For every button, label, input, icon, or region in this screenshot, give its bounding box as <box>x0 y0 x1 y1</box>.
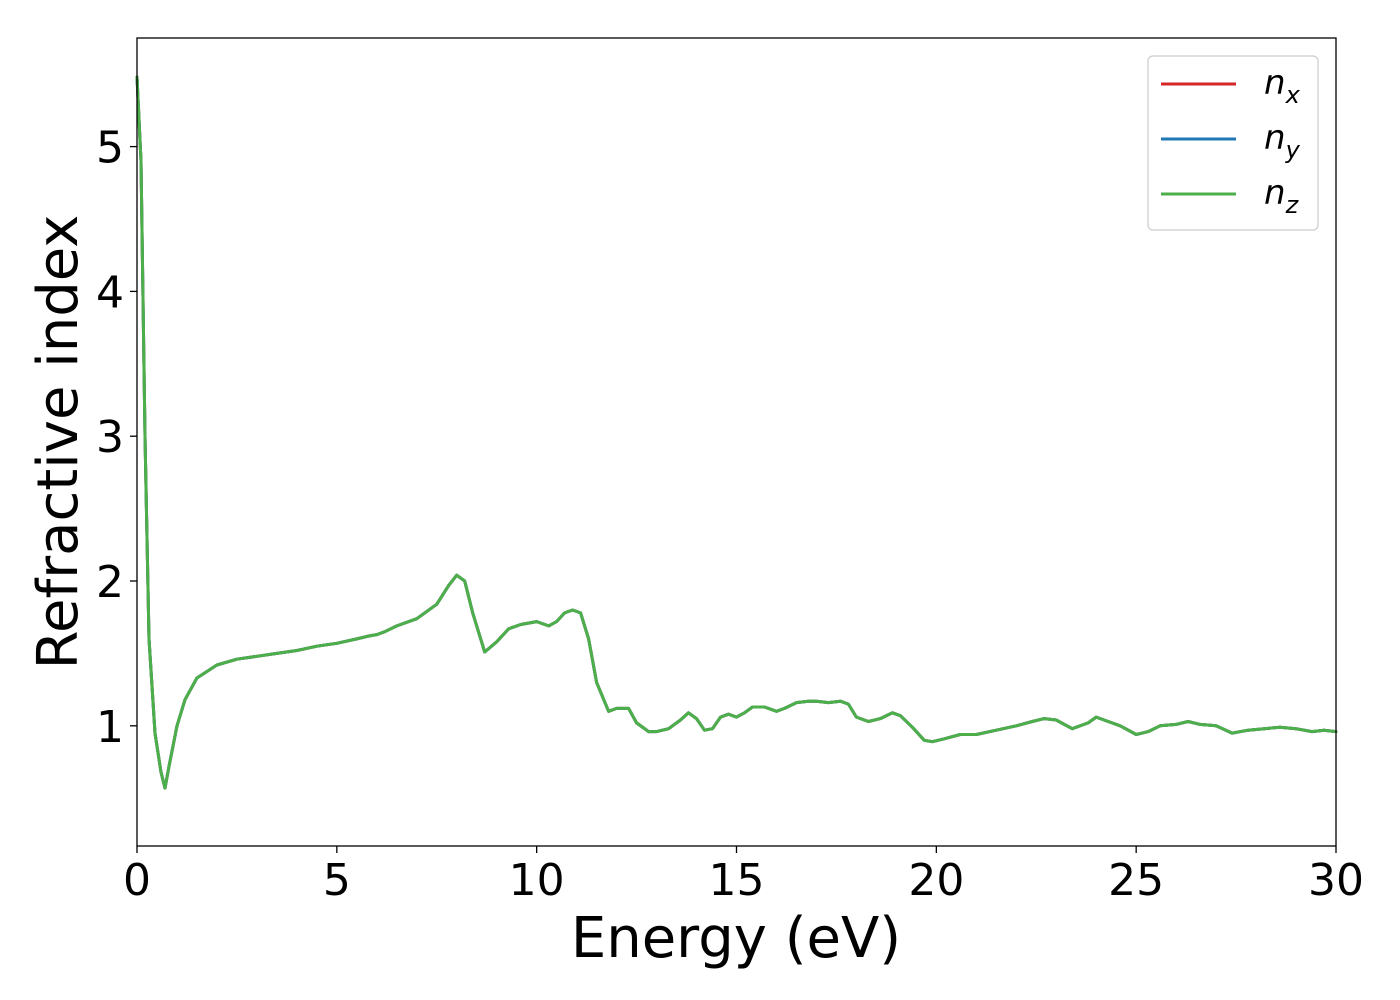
legend-label-nx: nx <box>1264 63 1301 109</box>
y-tick-label: 4 <box>96 267 124 318</box>
x-tick-label: 25 <box>1108 855 1164 906</box>
legend-label-nz: nz <box>1264 173 1300 219</box>
x-axis: 0 5 10 15 20 25 30 <box>123 846 1364 906</box>
x-tick-label: 15 <box>709 855 765 906</box>
series-layer <box>135 75 1338 790</box>
y-tick-label: 5 <box>96 123 124 174</box>
x-tick-label: 0 <box>123 855 151 906</box>
x-tick-label: 30 <box>1308 855 1364 906</box>
y-axis-title: Refractive index <box>26 215 91 670</box>
legend: nx ny nz <box>1147 55 1319 231</box>
y-axis: 1 2 3 4 5 <box>96 123 137 753</box>
x-axis-title: Energy (eV) <box>571 906 901 971</box>
legend-label-ny: ny <box>1264 118 1301 164</box>
x-tick-label: 20 <box>908 855 964 906</box>
x-tick-label: 10 <box>509 855 565 906</box>
y-tick-label: 2 <box>96 557 124 608</box>
y-tick-label: 3 <box>96 412 124 463</box>
y-tick-label: 1 <box>96 702 124 753</box>
legend-box <box>1147 55 1319 231</box>
x-tick-label: 5 <box>323 855 351 906</box>
series-line-nz <box>135 75 1338 790</box>
